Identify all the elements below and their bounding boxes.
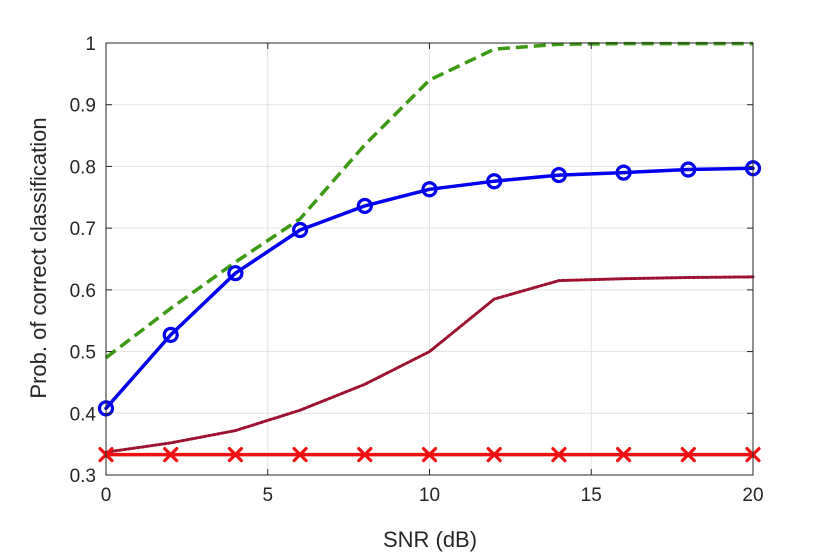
x-tick-label: 10 — [419, 485, 440, 506]
y-tick-label: 0.5 — [70, 343, 96, 364]
y-tick-label: 0.6 — [70, 281, 96, 302]
data-point-circle — [615, 164, 632, 181]
y-tick-label: 0.8 — [70, 157, 96, 178]
x-tick-label: 5 — [262, 485, 273, 506]
data-point-x — [292, 447, 308, 463]
data-point-x — [163, 447, 179, 463]
data-point-circle — [550, 166, 568, 184]
y-tick-label: 0.3 — [70, 466, 96, 487]
data-point-circle — [292, 221, 309, 239]
series-line — [104, 41, 753, 360]
data-point-circle — [356, 197, 373, 215]
series-layer — [97, 41, 762, 463]
data-point-x — [486, 447, 502, 463]
series-4 — [98, 447, 761, 463]
y-tick-label: 0.9 — [70, 96, 96, 117]
data-point-x — [227, 447, 243, 463]
data-point-circle — [421, 181, 438, 198]
data-point-x — [421, 447, 438, 463]
x-tick-label: 15 — [581, 485, 602, 506]
series-1 — [104, 41, 753, 360]
data-point-x — [616, 447, 632, 463]
series-line — [104, 166, 755, 411]
x-tick-label: 0 — [101, 485, 112, 506]
y-axis-label: Prob. of correct classification — [26, 117, 51, 398]
y-tick-label: 0.4 — [70, 404, 97, 425]
data-point-x — [357, 447, 373, 463]
series-2 — [97, 160, 762, 417]
data-point-x — [551, 447, 567, 463]
axes: 0 5 10 15 20 0.3 0.4 0.5 0.6 0.7 0.8 0.9 1 — [70, 34, 764, 506]
series-line — [104, 275, 755, 454]
axes-box — [105, 42, 754, 476]
data-point-circle — [486, 173, 503, 190]
series-3 — [104, 275, 755, 454]
x-tick-label: 20 — [742, 485, 763, 506]
grid — [106, 43, 753, 475]
x-axis-label: SNR (dB) — [383, 527, 477, 552]
data-point-circle — [162, 326, 179, 344]
data-point-x — [680, 447, 696, 463]
data-point-circle — [680, 161, 697, 178]
data-point-circle — [227, 265, 244, 282]
y-tick-label: 0.7 — [70, 219, 96, 240]
y-tick-label: 1 — [85, 34, 96, 55]
